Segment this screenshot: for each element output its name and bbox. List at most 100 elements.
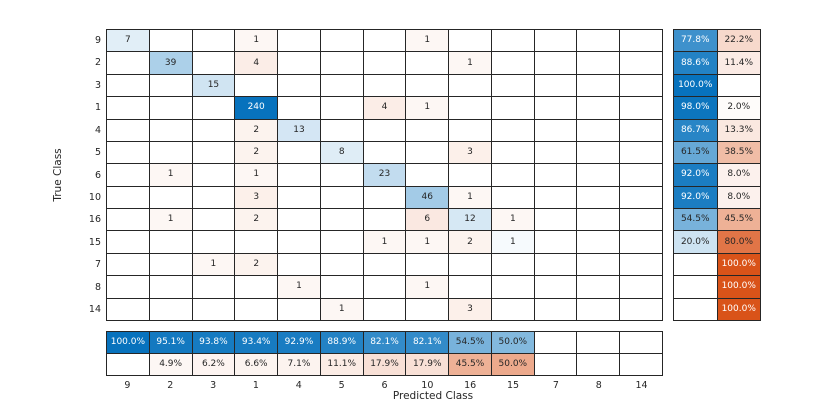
matrix-cell <box>192 209 235 231</box>
matrix-cell: 4 <box>235 52 278 74</box>
matrix-cell <box>363 276 406 298</box>
col-summary-correct-cell: 88.9% <box>320 332 363 353</box>
matrix-cell <box>577 74 620 97</box>
matrix-cell <box>406 119 449 141</box>
matrix-cell <box>278 231 320 253</box>
matrix-cell <box>363 30 406 52</box>
matrix-cell: 1 <box>491 231 534 253</box>
col-summary-incorrect-cell <box>107 354 149 375</box>
col-summary-correct-cell <box>534 332 577 353</box>
matrix-cell <box>278 253 320 276</box>
y-tick-label: 8 <box>94 281 101 293</box>
row-summary-incorrect-cell: 22.2% <box>717 30 760 52</box>
matrix-cell: 1 <box>406 276 449 298</box>
matrix-cell <box>149 30 192 52</box>
row-summary-correct-cell: 92.0% <box>674 186 717 209</box>
y-tick-label: 15 <box>88 236 101 248</box>
matrix-cell <box>534 52 577 74</box>
matrix-cell <box>320 119 363 141</box>
matrix-cell <box>491 298 534 320</box>
matrix-cell <box>534 298 577 320</box>
matrix-cell <box>192 97 235 119</box>
row-summary-incorrect-cell: 8.0% <box>717 186 760 209</box>
y-tick-label: 1 <box>94 102 101 114</box>
matrix-cell: 13 <box>278 119 320 141</box>
matrix-cell <box>620 52 662 74</box>
matrix-cell <box>278 186 320 209</box>
matrix-cell <box>620 97 662 119</box>
matrix-cell <box>235 231 278 253</box>
row-summary-correct-cell: 88.6% <box>674 52 717 74</box>
matrix-cell <box>406 52 449 74</box>
matrix-cell <box>491 253 534 276</box>
matrix-cell <box>278 209 320 231</box>
col-summary-correct-cell: 95.1% <box>149 332 192 353</box>
matrix-cell <box>534 30 577 52</box>
y-tick-label: 2 <box>94 57 101 69</box>
row-summary-panel: 77.8% 22.2% 88.6% 11.4% 100.0% 98.0% 2.0% 86.7%… <box>673 29 761 321</box>
row-summary-incorrect-cell: 11.4% <box>717 52 760 74</box>
col-summary-correct-cell: 93.4% <box>235 332 278 353</box>
matrix-cell <box>107 164 149 186</box>
x-tick-label: 6 <box>381 380 388 391</box>
matrix-cell <box>149 119 192 141</box>
matrix-cell: 1 <box>320 298 363 320</box>
matrix-cell <box>620 164 662 186</box>
x-tick-label: 16 <box>464 380 477 391</box>
matrix-cell <box>149 253 192 276</box>
matrix-cell <box>491 164 534 186</box>
matrix-cell <box>149 97 192 119</box>
col-summary-correct-cell: 93.8% <box>192 332 235 353</box>
matrix-cell <box>406 164 449 186</box>
matrix-cell: 1 <box>149 209 192 231</box>
matrix-cell <box>320 52 363 74</box>
matrix-cell <box>620 119 662 141</box>
matrix-cell <box>534 231 577 253</box>
matrix-cell <box>363 141 406 164</box>
matrix-cell <box>107 209 149 231</box>
matrix-cell <box>577 186 620 209</box>
matrix-cell <box>363 74 406 97</box>
matrix-cell <box>320 231 363 253</box>
matrix-cell <box>491 97 534 119</box>
matrix-cell: 1 <box>406 231 449 253</box>
matrix-cell <box>235 298 278 320</box>
matrix-cell <box>192 30 235 52</box>
row-summary-correct-cell <box>674 253 717 276</box>
matrix-cell <box>320 209 363 231</box>
matrix-cell <box>363 52 406 74</box>
column-summary-panel: 100.0% 95.1% 93.8% 93.4% 92.9% 88.9% 82.1% 82.1… <box>106 331 663 376</box>
matrix-cell <box>149 74 192 97</box>
matrix-cell <box>107 97 149 119</box>
matrix-cell: 1 <box>235 164 278 186</box>
matrix-cell <box>449 97 491 119</box>
matrix-cell <box>149 276 192 298</box>
row-summary-incorrect-cell: 45.5% <box>717 209 760 231</box>
y-tick-label: 5 <box>94 147 101 159</box>
row-summary-correct-cell: 100.0% <box>674 74 717 97</box>
matrix-cell <box>449 164 491 186</box>
matrix-cell: 6 <box>406 209 449 231</box>
matrix-cell: 7 <box>107 30 149 52</box>
matrix-cell <box>491 141 534 164</box>
y-tick-label: 7 <box>94 259 101 271</box>
col-summary-incorrect-cell <box>620 354 662 375</box>
matrix-cell <box>534 97 577 119</box>
matrix-cell: 8 <box>320 141 363 164</box>
matrix-cell <box>107 276 149 298</box>
matrix-cell <box>107 141 149 164</box>
matrix-cell <box>620 74 662 97</box>
matrix-cell <box>320 30 363 52</box>
row-summary-correct-cell: 54.5% <box>674 209 717 231</box>
x-tick-label: 10 <box>421 380 434 391</box>
row-summary-incorrect-cell: 2.0% <box>717 97 760 119</box>
matrix-cell <box>406 298 449 320</box>
matrix-cell <box>620 209 662 231</box>
confusion-matrix-grid: 7 1 1 39 4 1 15 240 4 1 2 13 2 8 3 1 1 23 3 46 1 1 2 6 12 1 1 1 2 1 1 2… <box>106 29 663 321</box>
matrix-cell: 1 <box>406 97 449 119</box>
matrix-cell <box>320 164 363 186</box>
y-tick-label: 3 <box>94 79 101 91</box>
matrix-cell <box>235 74 278 97</box>
matrix-cell: 2 <box>235 209 278 231</box>
col-summary-incorrect-cell: 7.1% <box>278 354 320 375</box>
